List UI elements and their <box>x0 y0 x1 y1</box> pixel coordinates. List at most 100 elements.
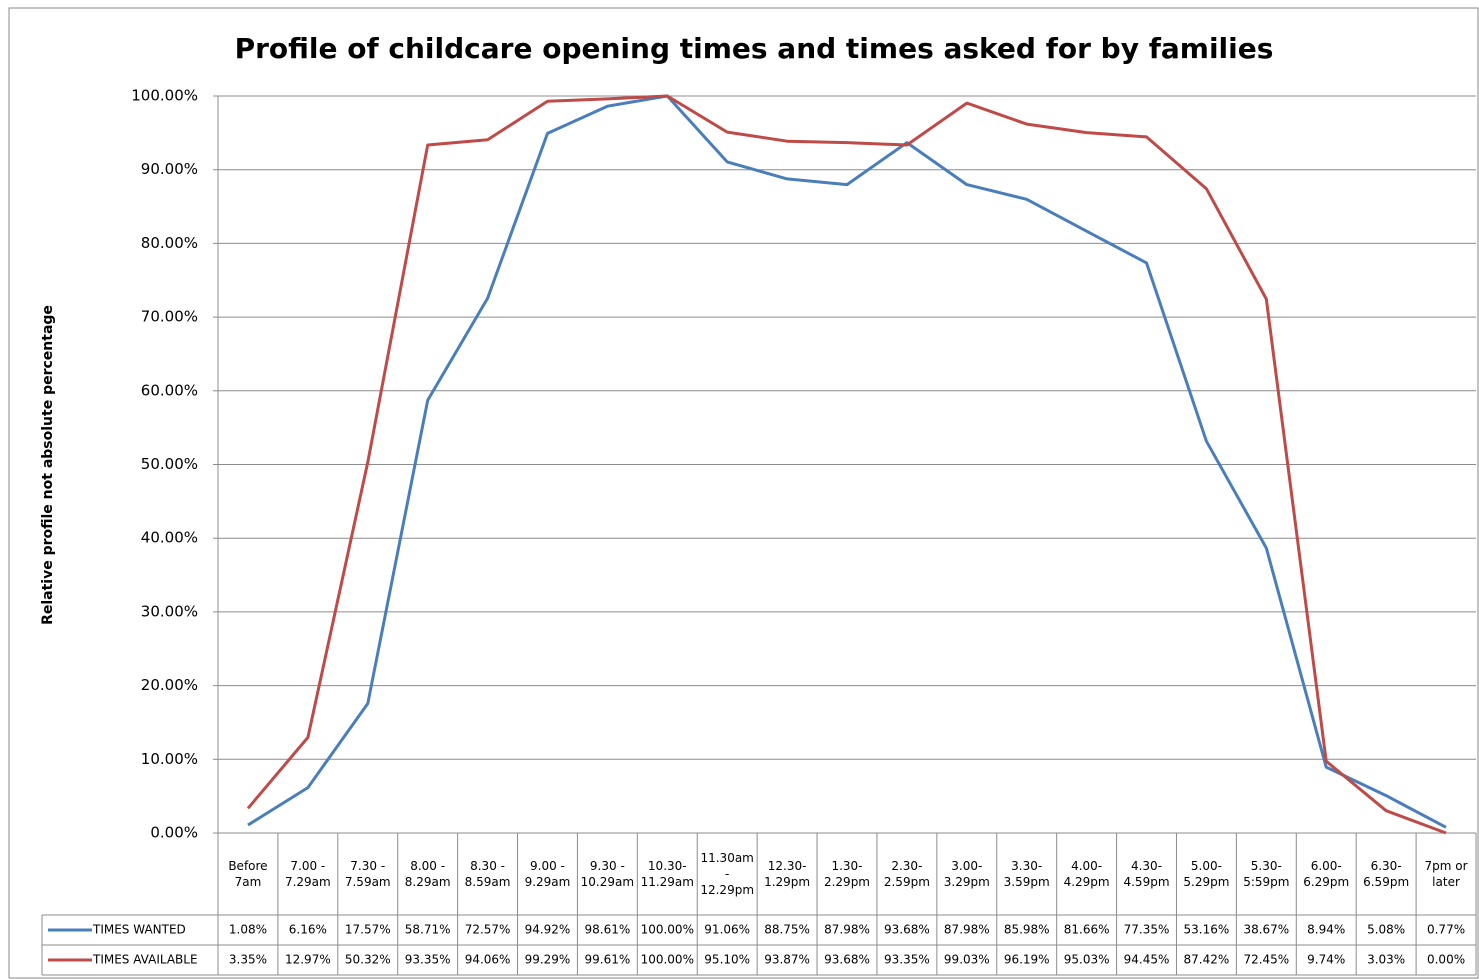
category-cell: 11.30am - 12.29pm <box>700 851 755 897</box>
category-cell: 4.00- 4.29pm <box>1063 859 1110 889</box>
category-cell: 6.00- 6.29pm <box>1303 859 1350 889</box>
value-label: 87.42% <box>1184 953 1230 967</box>
x-tick-label: 3.00- 3.29pm <box>943 859 990 889</box>
y-tick-label: 50.00% <box>141 455 198 473</box>
value-label: 100.00% <box>641 923 694 937</box>
category-cell: 5.30- 5:59pm <box>1243 859 1290 889</box>
category-cell: 9.00 - 9.29am <box>524 859 571 889</box>
x-tick-label: 3.30- 3.59pm <box>1003 859 1050 889</box>
legend-label: TIMES WANTED <box>92 923 186 937</box>
value-label: 58.71% <box>405 923 451 937</box>
value-label: 85.98% <box>1004 923 1050 937</box>
value-label: 95.10% <box>704 953 750 967</box>
value-label: 8.94% <box>1307 923 1345 937</box>
value-label: 17.57% <box>345 923 391 937</box>
x-tick-label: 6.30- 6.59pm <box>1363 859 1410 889</box>
x-tick-label: 9.00 - 9.29am <box>524 859 571 889</box>
category-cell: 3.00- 3.29pm <box>943 859 990 889</box>
category-cell: 1.30- 2.29pm <box>823 859 870 889</box>
y-tick-label: 30.00% <box>141 602 198 620</box>
category-cell: 7pm or later <box>1424 859 1468 889</box>
x-tick-label: 9.30 - 10.29am <box>580 859 635 889</box>
y-tick-label: 20.00% <box>141 676 198 694</box>
value-label: 88.75% <box>764 923 810 937</box>
y-tick-label: 70.00% <box>141 308 198 326</box>
value-label: 99.61% <box>584 953 630 967</box>
y-tick-label: 90.00% <box>141 160 198 178</box>
value-label: 91.06% <box>704 923 750 937</box>
category-cell: 3.30- 3.59pm <box>1003 859 1050 889</box>
x-tick-label: 4.30- 4.59pm <box>1123 859 1170 889</box>
legend-label: TIMES AVAILABLE <box>92 953 198 967</box>
value-label: 72.57% <box>465 923 511 937</box>
category-cell: 12.30- 1.29pm <box>764 859 811 889</box>
x-tick-label: 7pm or later <box>1424 859 1468 889</box>
category-cell: Before 7am <box>228 859 268 889</box>
y-axis-label: Relative profile not absolute percentage <box>40 305 56 625</box>
category-cell: 7.00 - 7.29am <box>285 859 331 889</box>
y-tick-label: 80.00% <box>141 234 198 252</box>
x-tick-label: 7.30 - 7.59am <box>344 859 391 889</box>
value-label: 99.03% <box>944 953 990 967</box>
value-label: 94.45% <box>1124 953 1170 967</box>
x-tick-label: Before 7am <box>228 859 268 889</box>
value-label: 38.67% <box>1243 923 1289 937</box>
value-label: 77.35% <box>1124 923 1170 937</box>
x-tick-label: 5.30- 5:59pm <box>1243 859 1290 889</box>
value-label: 93.68% <box>884 923 930 937</box>
value-label: 0.00% <box>1427 953 1465 967</box>
value-label: 99.29% <box>525 953 571 967</box>
category-cell: 2.30- 2.59pm <box>883 859 930 889</box>
value-label: 87.98% <box>824 923 870 937</box>
category-cell: 5.00- 5.29pm <box>1183 859 1230 889</box>
value-label: 5.08% <box>1367 923 1405 937</box>
x-tick-label: 8.00 - 8.29am <box>404 859 451 889</box>
x-tick-label: 1.30- 2.29pm <box>823 859 870 889</box>
series-line <box>246 94 1447 835</box>
category-cell: 7.30 - 7.59am <box>344 859 391 889</box>
y-tick-label: 40.00% <box>141 529 198 547</box>
value-label: 93.87% <box>764 953 810 967</box>
value-label: 98.61% <box>584 923 630 937</box>
category-cell: 4.30- 4.59pm <box>1123 859 1170 889</box>
value-label: 81.66% <box>1064 923 1110 937</box>
category-cell: 8.00 - 8.29am <box>404 859 451 889</box>
value-label: 72.45% <box>1243 953 1289 967</box>
y-tick-label: 100.00% <box>131 87 198 105</box>
value-label: 9.74% <box>1307 953 1345 967</box>
x-tick-label: 12.30- 1.29pm <box>764 859 811 889</box>
category-cell: 9.30 - 10.29am <box>580 859 635 889</box>
chart-title: Profile of childcare opening times and t… <box>235 32 1274 65</box>
value-label: 95.03% <box>1064 953 1110 967</box>
x-tick-label: 6.00- 6.29pm <box>1303 859 1350 889</box>
x-tick-label: 2.30- 2.59pm <box>883 859 930 889</box>
x-tick-label: 10.30- 11.29am <box>640 859 694 889</box>
x-tick-label: 5.00- 5.29pm <box>1183 859 1230 889</box>
y-tick-label: 10.00% <box>141 750 198 768</box>
series-line <box>247 94 1447 829</box>
y-tick-label: 60.00% <box>141 381 198 399</box>
value-label: 0.77% <box>1427 923 1465 937</box>
category-cell: 10.30- 11.29am <box>640 859 694 889</box>
value-label: 94.06% <box>465 953 511 967</box>
value-label: 100.00% <box>641 953 694 967</box>
value-label: 1.08% <box>229 923 267 937</box>
category-cell: 8.30 - 8.59am <box>464 859 511 889</box>
value-label: 87.98% <box>944 923 990 937</box>
y-tick-label: 0.00% <box>150 824 198 842</box>
value-label: 3.35% <box>229 953 267 967</box>
value-label: 93.35% <box>884 953 930 967</box>
x-tick-label: 8.30 - 8.59am <box>464 859 511 889</box>
value-label: 93.68% <box>824 953 870 967</box>
category-cell: 6.30- 6.59pm <box>1363 859 1410 889</box>
value-label: 93.35% <box>405 953 451 967</box>
value-label: 50.32% <box>345 953 391 967</box>
value-label: 3.03% <box>1367 953 1405 967</box>
value-label: 53.16% <box>1184 923 1230 937</box>
x-tick-label: 11.30am - 12.29pm <box>700 851 755 897</box>
value-label: 96.19% <box>1004 953 1050 967</box>
x-tick-label: 4.00- 4.29pm <box>1063 859 1110 889</box>
value-label: 12.97% <box>285 953 331 967</box>
value-label: 6.16% <box>289 923 327 937</box>
